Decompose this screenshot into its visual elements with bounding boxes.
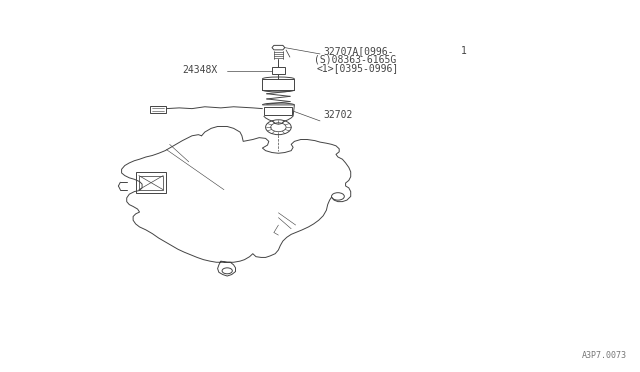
Text: A3P7.0073: A3P7.0073 xyxy=(582,351,627,360)
Text: <1>[0395-0996]: <1>[0395-0996] xyxy=(317,63,399,73)
Text: 1: 1 xyxy=(461,46,467,56)
Text: (S)08363-6165G: (S)08363-6165G xyxy=(314,55,396,64)
Text: 32707A[0996-: 32707A[0996- xyxy=(323,46,394,56)
Text: 32702: 32702 xyxy=(323,110,353,120)
Text: 24348X: 24348X xyxy=(182,65,218,75)
